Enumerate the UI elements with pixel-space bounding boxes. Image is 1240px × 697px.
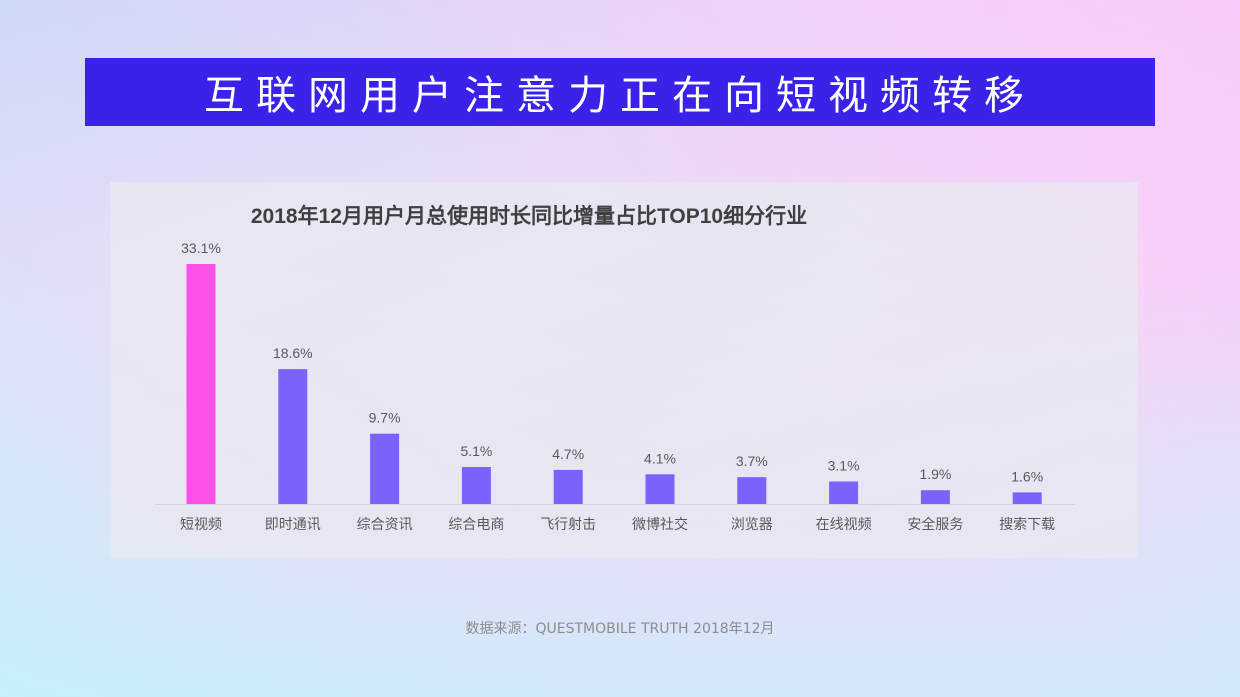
bar (370, 433, 400, 504)
category-label: 浏览器 (731, 517, 773, 533)
data-label: 4.1% (644, 450, 676, 466)
bar-chart: 2018年12月用户月总使用时长同比增量占比TOP10细分行业 33.1% 短视频… (155, 204, 1075, 533)
data-label: 33.1% (181, 240, 221, 256)
bar (1012, 492, 1042, 504)
data-label: 3.1% (828, 458, 860, 474)
data-label: 9.7% (369, 410, 401, 426)
bar (278, 369, 308, 504)
bar (645, 474, 675, 504)
data-label: 5.1% (460, 443, 492, 459)
chart-panel: 2018年12月用户月总使用时长同比增量占比TOP10细分行业 33.1% 短视频… (110, 182, 1138, 558)
data-label: 1.9% (919, 466, 951, 482)
category-label: 综合电商 (448, 517, 504, 533)
bar-series: 33.1% 短视频 18.6% 即时通讯 9.7% 综合资讯 5.1% 综合电商 4.7% 飞行射… (155, 240, 1075, 533)
category-label: 微博社交 (632, 516, 688, 533)
category-label: 飞行射击 (540, 517, 596, 533)
category-label: 短视频 (180, 517, 222, 533)
category-label: 在线视频 (816, 517, 872, 533)
source-note: 数据来源：QUESTMOBILE TRUTH 2018年12月 (465, 621, 775, 637)
chart-title: 2018年12月用户月总使用时长同比增量占比TOP10细分行业 (251, 204, 807, 228)
data-label: 3.7% (736, 453, 768, 469)
category-label: 安全服务 (907, 516, 963, 533)
bar (737, 477, 767, 504)
bar (829, 481, 859, 504)
page-title: 互联网用户注意力正在向短视频转移 (204, 73, 1036, 119)
bar (553, 469, 583, 504)
bar (461, 467, 491, 504)
bar (920, 490, 950, 504)
category-label: 即时通讯 (265, 517, 321, 533)
data-label: 1.6% (1011, 468, 1043, 484)
title-banner: 互联网用户注意力正在向短视频转移 (85, 58, 1155, 126)
category-label: 综合资讯 (357, 517, 413, 533)
bar (186, 264, 216, 504)
data-label: 18.6% (273, 345, 313, 361)
data-label: 4.7% (552, 446, 584, 462)
category-label: 搜索下载 (999, 516, 1055, 533)
